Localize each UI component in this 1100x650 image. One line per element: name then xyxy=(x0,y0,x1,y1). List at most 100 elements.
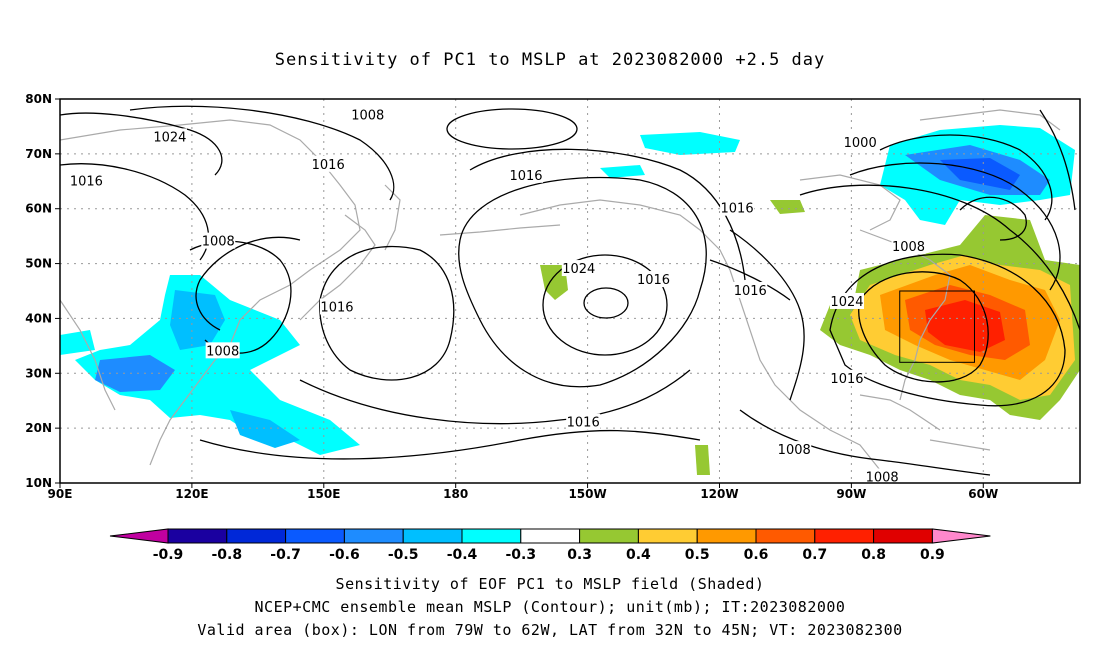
contour-1016-na-west xyxy=(729,229,805,401)
colorbar-swatch xyxy=(579,528,639,544)
contour-label: 1016 xyxy=(509,169,542,184)
shade-negative-npac-2 xyxy=(600,165,645,178)
colorbar: -0.9 -0.8 -0.7 -0.6 -0.5 -0.4 -0.3 0.3 0.4 0.5 0.6… xyxy=(109,528,991,563)
colorbar-swatch xyxy=(461,528,522,544)
contour-label-bg xyxy=(777,441,812,458)
colorbar-under-triangle xyxy=(109,528,169,544)
coast-hudson xyxy=(799,174,901,231)
contour-1024-atlantic xyxy=(858,271,989,383)
mslp-contours xyxy=(60,105,1080,476)
coast-aleutians xyxy=(439,224,561,236)
shade-negative-core-2 xyxy=(95,355,175,392)
contour-label: 1024 xyxy=(562,262,595,277)
contour-1016-east-edge xyxy=(1039,109,1076,211)
contour-label: 1016 xyxy=(830,372,863,387)
shade-negative-eastasia xyxy=(75,275,360,455)
contour-label-bg xyxy=(69,172,104,189)
contour-label: 1008 xyxy=(892,240,925,255)
contour-label-bg xyxy=(891,238,926,255)
contour-label: 1008 xyxy=(206,344,239,359)
colorbar-swatch xyxy=(520,528,581,544)
contour-label-bg xyxy=(350,106,385,123)
colorbar-label: -0.6 xyxy=(329,547,360,563)
latitude-axis: 80N 70N 60N 50N 40N 30N 20N 10N xyxy=(25,92,60,490)
contour-label-bg xyxy=(319,298,354,315)
contour-label-bg xyxy=(865,468,900,485)
colorbar-label: 0.3 xyxy=(567,547,592,563)
contour-1016-bottom xyxy=(199,429,701,460)
colorbar-swatch xyxy=(167,528,228,544)
colorbar-label: -0.4 xyxy=(447,547,478,563)
colorbar-label: 0.6 xyxy=(744,547,769,563)
lat-tick-label: 30N xyxy=(25,366,52,380)
contour-high-1024-npac-inner xyxy=(583,287,629,319)
lat-tick-label: 40N xyxy=(25,311,52,325)
contour-label: 1016 xyxy=(734,284,767,299)
shade-positive-green-small-2 xyxy=(770,200,805,214)
coast-caribbean xyxy=(929,439,991,451)
contour-label-bg xyxy=(201,232,236,249)
contour-label: 1024 xyxy=(153,130,186,145)
lon-tick-label: 180 xyxy=(443,487,468,501)
lon-tick-label: 150W xyxy=(568,487,606,501)
gridlines xyxy=(60,99,1080,483)
colorbar-swatch xyxy=(285,528,345,544)
contour-label-bg xyxy=(720,199,755,216)
footer-line-3: Valid area (box): LON from 79W to 62W, L… xyxy=(197,621,903,639)
lon-tick-label: 150E xyxy=(307,487,340,501)
coast-westna xyxy=(729,269,881,471)
colorbar-swatch xyxy=(637,528,698,544)
contour-label: 1008 xyxy=(202,235,235,250)
contour-1016-npac-2 xyxy=(469,148,746,281)
colorbar-label: -0.9 xyxy=(153,547,184,563)
contour-1024-nw xyxy=(60,112,223,176)
contour-1016-ne xyxy=(799,184,1080,331)
shade-negative-left xyxy=(60,330,95,355)
contour-1016-npac xyxy=(458,176,707,388)
contour-1000-ne xyxy=(879,134,1053,221)
contour-1016-lower xyxy=(299,369,691,425)
contour-1016-low-pac xyxy=(319,245,455,381)
valid-area-box xyxy=(899,290,975,363)
lon-tick-label: 90E xyxy=(48,487,73,501)
contour-low-1008-arctic xyxy=(446,108,578,150)
colorbar-label: 0.8 xyxy=(861,547,886,563)
contour-1008-ne-inner xyxy=(959,196,1027,241)
contour-1016-atlantic xyxy=(829,253,1066,407)
contour-label-bg xyxy=(829,369,864,386)
contour-label: 1024 xyxy=(830,295,863,310)
coast-eastasia xyxy=(60,119,361,466)
contour-high-1024-npac xyxy=(542,254,668,356)
lon-tick-label: 120E xyxy=(175,487,208,501)
colorbar-label: -0.8 xyxy=(211,547,242,563)
contour-label-bg xyxy=(829,292,864,309)
contour-label-bg xyxy=(733,282,768,298)
lat-tick-label: 70N xyxy=(25,147,52,161)
shade-positive-green-small-3 xyxy=(695,445,710,475)
contour-label: 1016 xyxy=(312,158,345,173)
colorbar-swatch xyxy=(696,528,757,544)
shade-positive-green-small xyxy=(540,265,568,300)
lat-tick-label: 60N xyxy=(25,202,52,216)
contour-label: 1000 xyxy=(844,136,877,151)
colorbar-over-triangle xyxy=(931,528,991,544)
contour-label-bg xyxy=(843,133,878,150)
contour-label: 1016 xyxy=(637,273,670,288)
lon-tick-label: 90W xyxy=(836,487,866,501)
map-title: Sensitivity of PC1 to MSLP at 2023082000… xyxy=(274,50,826,70)
contour-label-bg xyxy=(566,413,601,430)
contour-label: 1008 xyxy=(866,471,899,486)
contour-1016-na-mid xyxy=(709,259,791,301)
footer-line-2: NCEP+CMC ensemble mean MSLP (Contour); u… xyxy=(254,598,846,616)
lat-tick-label: 50N xyxy=(25,257,52,271)
contour-label: 1016 xyxy=(567,416,600,431)
shade-negative-npac xyxy=(640,132,740,155)
shade-negative-core-3 xyxy=(230,410,300,448)
plot-frame xyxy=(59,98,1081,484)
coast-alaska xyxy=(519,199,731,271)
contour-label-bg xyxy=(205,342,240,359)
footer-line-1: Sensitivity of EOF PC1 to MSLP field (Sh… xyxy=(335,575,765,593)
colorbar-label: -0.7 xyxy=(270,547,301,563)
contour-label-bg xyxy=(509,166,544,183)
